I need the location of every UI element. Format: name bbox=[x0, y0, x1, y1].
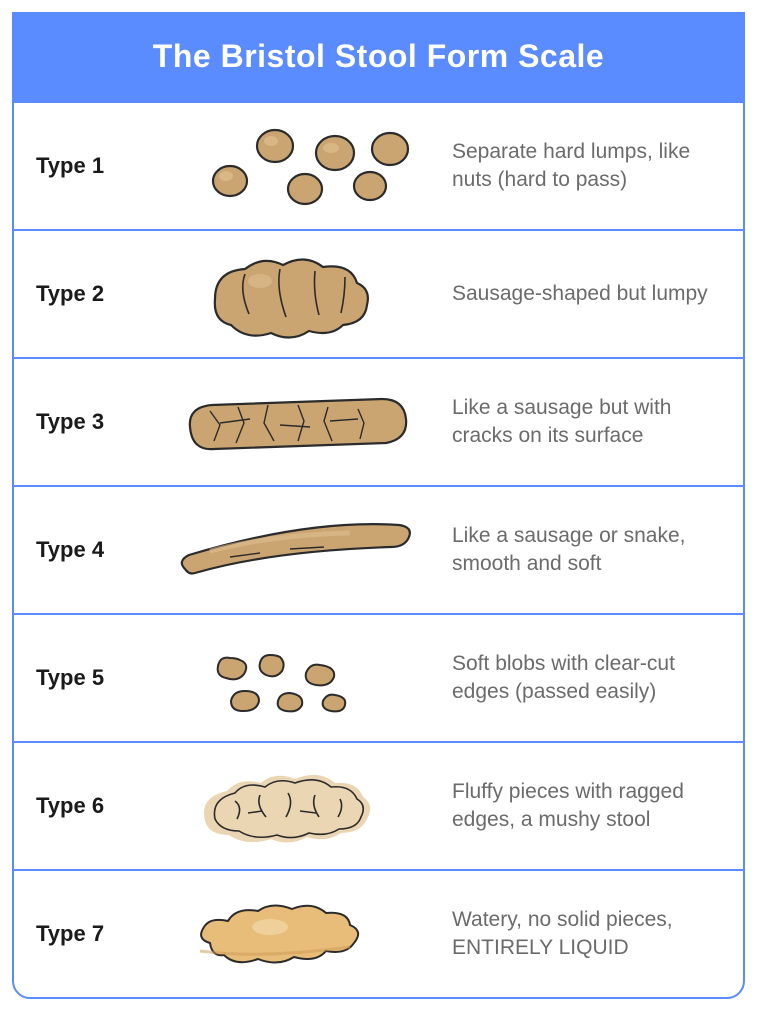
type-desc: Fluffy pieces with ragged edges, a mushy… bbox=[444, 778, 721, 835]
table-row: Type 7 Watery, no solid pieces, ENTIRELY… bbox=[14, 869, 743, 997]
table-row: Type 4 Like a sausage or snake, smooth a… bbox=[14, 485, 743, 613]
table-row: Type 6 Fluffy pieces with ragged edges, … bbox=[14, 741, 743, 869]
type-desc: Sausage-shaped but lumpy bbox=[444, 280, 721, 308]
type-desc: Soft blobs with clear-cut edges (passed … bbox=[444, 650, 721, 707]
type-label: Type 1 bbox=[36, 153, 146, 179]
type2-icon bbox=[160, 239, 430, 349]
type-label: Type 5 bbox=[36, 665, 146, 691]
type-desc: Separate hard lumps, like nuts (hard to … bbox=[444, 138, 721, 195]
type-desc: Like a sausage or snake, smooth and soft bbox=[444, 522, 721, 579]
chart-title: The Bristol Stool Form Scale bbox=[14, 14, 743, 101]
type3-icon bbox=[160, 367, 430, 477]
type-label: Type 2 bbox=[36, 281, 146, 307]
table-row: Type 3 Like a sausage but with cracks on… bbox=[14, 357, 743, 485]
type-label: Type 3 bbox=[36, 409, 146, 435]
type4-icon bbox=[160, 495, 430, 605]
bristol-stool-chart: The Bristol Stool Form Scale Type 1 bbox=[12, 12, 745, 999]
type-label: Type 7 bbox=[36, 921, 146, 947]
table-row: Type 1 Separate hard lumps, like nuts bbox=[14, 101, 743, 229]
type1-icon bbox=[160, 111, 430, 221]
table-row: Type 5 Soft blobs with clear-cut edges (… bbox=[14, 613, 743, 741]
table-row: Type 2 Sausage-shaped but lumpy bbox=[14, 229, 743, 357]
type7-icon bbox=[160, 879, 430, 989]
type-label: Type 4 bbox=[36, 537, 146, 563]
type-desc: Watery, no solid pieces, ENTIRELY LIQUID bbox=[444, 906, 721, 963]
type5-icon bbox=[160, 623, 430, 733]
type-desc: Like a sausage but with cracks on its su… bbox=[444, 394, 721, 451]
type6-icon bbox=[160, 751, 430, 861]
type-label: Type 6 bbox=[36, 793, 146, 819]
